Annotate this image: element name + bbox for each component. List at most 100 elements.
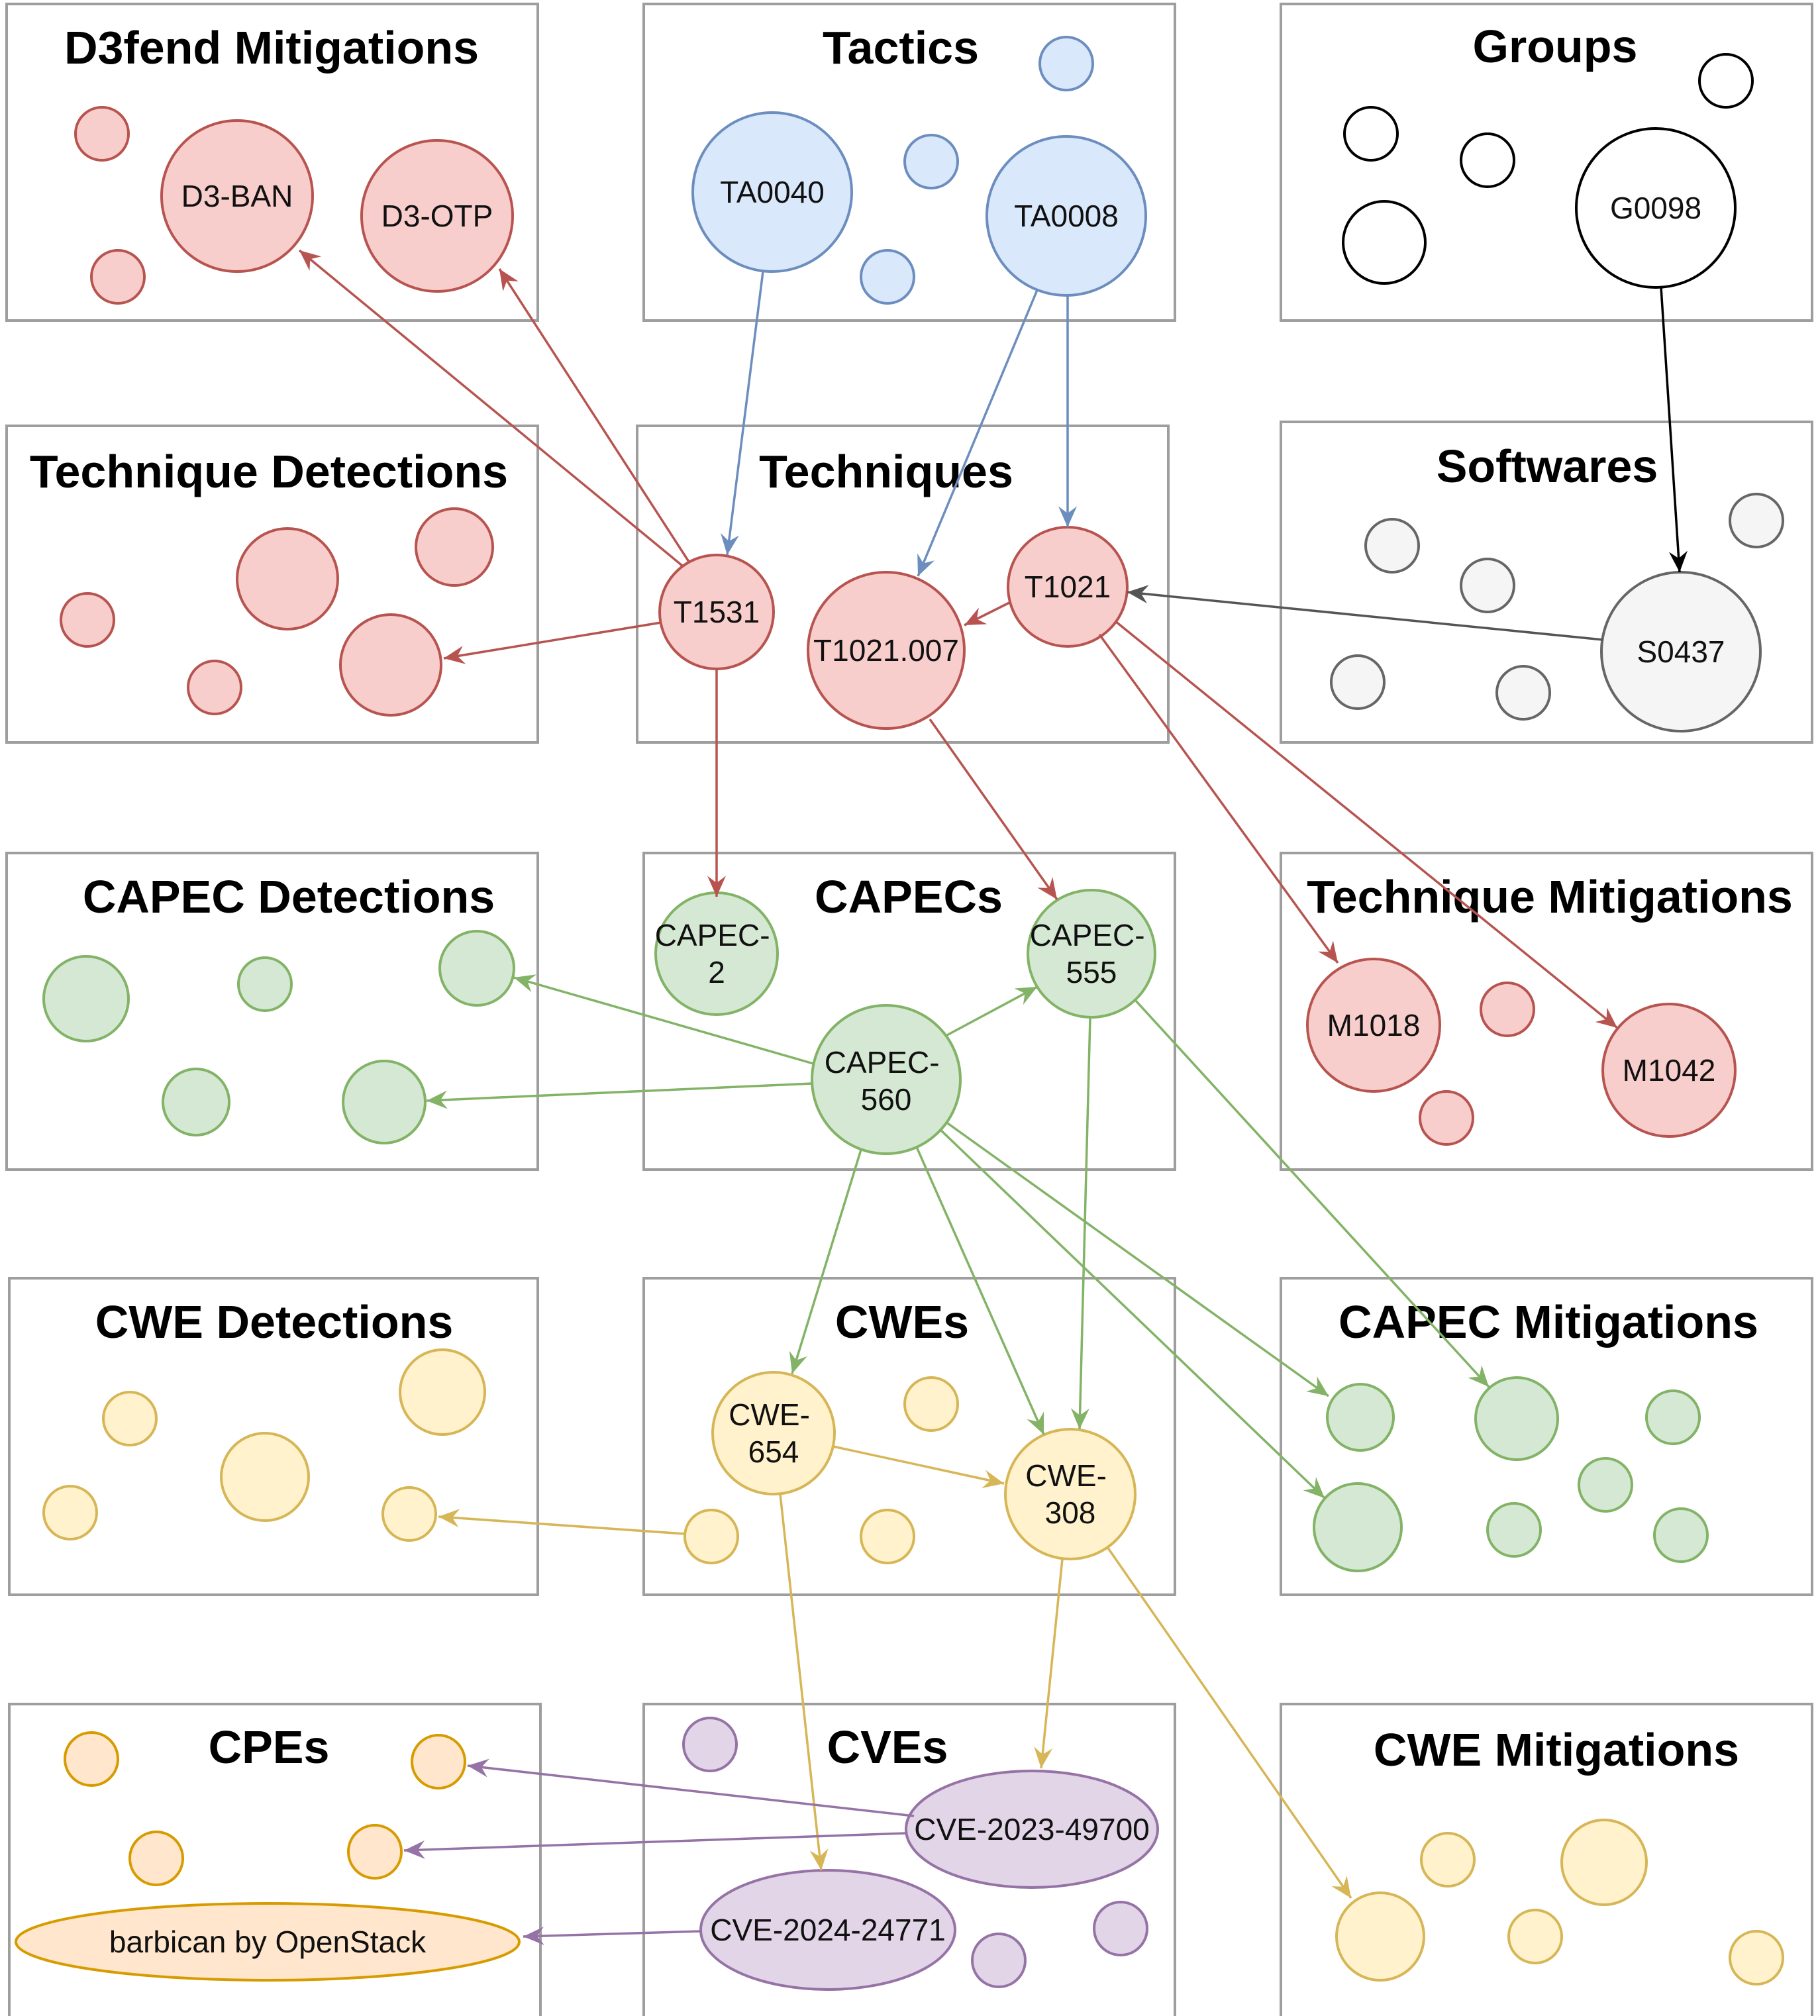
panel-title: CWE Detections	[95, 1296, 454, 1348]
mitigation-node[interactable]	[1653, 1507, 1709, 1563]
mitigation-node[interactable]	[1578, 1457, 1633, 1513]
edge-arrow	[721, 271, 764, 556]
cve-node[interactable]	[682, 1717, 738, 1772]
node-label: TA0008	[1014, 199, 1119, 233]
edge-arrow	[1114, 620, 1619, 1029]
node-capec-2[interactable]: CAPEC- 2	[654, 891, 779, 1016]
tactic-node[interactable]	[1038, 36, 1094, 91]
detection-node[interactable]	[342, 1060, 427, 1144]
cpe-node[interactable]	[128, 1831, 184, 1886]
node-cwe-308[interactable]: CWE- 308	[1004, 1428, 1137, 1560]
software-node[interactable]	[1495, 665, 1551, 721]
node-g0098[interactable]: G0098	[1575, 127, 1737, 289]
node-label: CVE-2024-24771	[710, 1913, 945, 1947]
mitigation-node[interactable]	[74, 106, 130, 162]
panel-title: CAPECs	[815, 871, 1003, 923]
node-t1531[interactable]: T1531	[658, 554, 775, 670]
edge-arrow	[915, 1146, 1045, 1435]
cpe-node[interactable]	[347, 1824, 403, 1880]
detection-node[interactable]	[187, 660, 242, 715]
mitigation-node[interactable]	[1507, 1909, 1563, 1964]
group-node[interactable]	[1342, 200, 1427, 285]
detection-node[interactable]	[162, 1068, 230, 1136]
cpe-node[interactable]	[411, 1734, 466, 1789]
edge-arrow	[1034, 1558, 1064, 1769]
cpes-nodes: barbican by OpenStack	[15, 1731, 521, 1982]
detection-node[interactable]	[438, 930, 515, 1007]
softwares-nodes: S0437	[1330, 493, 1784, 732]
node-capec-560[interactable]: CAPEC- 560	[811, 1004, 962, 1155]
detection-node[interactable]	[42, 1485, 98, 1540]
node-s0437[interactable]: S0437	[1600, 571, 1762, 732]
node-d3-otp[interactable]: D3-OTP	[360, 139, 514, 293]
cwe-node[interactable]	[683, 1509, 739, 1564]
software-node[interactable]	[1330, 654, 1386, 710]
node-d3-ban[interactable]: D3-BAN	[160, 119, 314, 273]
mitigation-node[interactable]	[1645, 1389, 1701, 1445]
edge-arrow	[498, 268, 690, 562]
tactic-node[interactable]	[860, 249, 915, 305]
node-t1021-007[interactable]: T1021.007	[807, 571, 966, 730]
node-m1042[interactable]: M1042	[1601, 1003, 1737, 1138]
node-barbican[interactable]: barbican by OpenStack	[15, 1902, 521, 1982]
group-node[interactable]	[1698, 53, 1754, 109]
node-label: CVE-2023-49700	[914, 1812, 1149, 1846]
detection-node[interactable]	[60, 592, 115, 648]
node-ta0008[interactable]: TA0008	[986, 135, 1147, 297]
detection-node[interactable]	[339, 613, 442, 717]
edge-arrow	[917, 289, 1038, 577]
node-capec-555[interactable]: CAPEC- 555	[1027, 889, 1156, 1019]
mitigation-node[interactable]	[1480, 982, 1535, 1037]
edge-arrow	[523, 1927, 701, 1946]
software-node[interactable]	[1460, 558, 1515, 613]
node-label: T1021.007	[813, 633, 959, 668]
cve-node[interactable]	[971, 1933, 1027, 1988]
detection-node[interactable]	[220, 1432, 310, 1522]
tactic-node[interactable]	[903, 134, 959, 189]
mitigation-node[interactable]	[1419, 1090, 1474, 1146]
node-ta0040[interactable]: TA0040	[691, 111, 853, 273]
node-label: T1021	[1025, 570, 1111, 604]
mitigation-node[interactable]	[1313, 1482, 1403, 1572]
mitigation-node[interactable]	[1729, 1930, 1784, 1986]
cwe-node[interactable]	[903, 1376, 959, 1432]
node-label: D3-OTP	[381, 199, 493, 233]
software-node[interactable]	[1729, 493, 1784, 548]
software-node[interactable]	[1364, 518, 1420, 574]
cve-node[interactable]	[1093, 1901, 1148, 1956]
node-cve-2024-24771[interactable]: CVE-2024-24771	[699, 1869, 956, 1991]
mitigation-node[interactable]	[1420, 1832, 1476, 1888]
detection-node[interactable]	[415, 507, 494, 587]
detection-node[interactable]	[237, 956, 293, 1012]
mitigation-node[interactable]	[1474, 1376, 1559, 1461]
node-label: CAPEC- 560	[825, 1045, 948, 1117]
mitigation-node[interactable]	[1560, 1819, 1648, 1906]
mitigation-node[interactable]	[1326, 1383, 1395, 1452]
mitigation-node[interactable]	[90, 249, 146, 305]
cpe-node[interactable]	[64, 1731, 119, 1787]
node-t1021[interactable]: T1021	[1007, 526, 1129, 648]
node-label: TA0040	[720, 175, 825, 209]
panel-title: Technique Mitigations	[1307, 871, 1793, 923]
node-label: D3-BAN	[181, 179, 293, 213]
mitigation-node[interactable]	[1335, 1891, 1425, 1982]
capec-mitigations-nodes	[1313, 1376, 1709, 1572]
cwe-node[interactable]	[860, 1509, 915, 1564]
detection-node[interactable]	[236, 527, 339, 630]
cwe-detections-nodes	[42, 1348, 486, 1542]
capecs-nodes: CAPEC- 2 CAPEC- 555 CAPEC- 560	[654, 889, 1156, 1155]
detection-node[interactable]	[381, 1486, 437, 1542]
panel-title: CWE Mitigations	[1374, 1724, 1739, 1776]
panel-title: D3fend Mitigations	[64, 22, 479, 74]
group-node[interactable]	[1343, 106, 1399, 162]
node-cwe-654[interactable]: CWE- 654	[711, 1371, 836, 1495]
node-m1018[interactable]: M1018	[1306, 958, 1441, 1093]
detection-node[interactable]	[399, 1348, 486, 1436]
node-cve-2023-49700[interactable]: CVE-2023-49700	[905, 1770, 1159, 1889]
cves-nodes: CVE-2023-49700 CVE-2024-24771	[682, 1717, 1159, 1991]
group-node[interactable]	[1460, 132, 1515, 188]
detection-node[interactable]	[102, 1391, 158, 1446]
mitigation-node[interactable]	[1486, 1502, 1542, 1558]
node-label: M1042	[1623, 1053, 1716, 1087]
detection-node[interactable]	[42, 955, 130, 1042]
